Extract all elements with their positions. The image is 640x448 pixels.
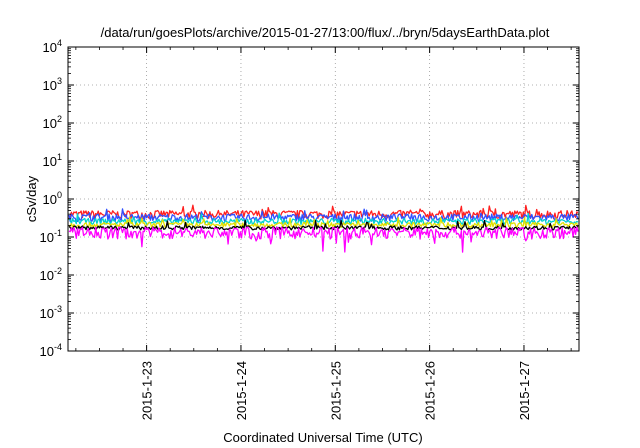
series-line-2 bbox=[68, 212, 579, 226]
y-tick-label: 103 bbox=[43, 76, 62, 93]
x-tick-label: 2015-1-27 bbox=[517, 361, 532, 420]
y-axis-label: cSv/day bbox=[24, 175, 39, 222]
y-tick-label: 104 bbox=[43, 38, 62, 55]
x-tick-label: 2015-1-25 bbox=[328, 361, 343, 420]
y-tick-label: 10-1 bbox=[40, 228, 62, 245]
x-axis: 2015-1-23 2015-1-24 2015-1-25 2015-1-26 2015… bbox=[75, 47, 572, 420]
y-tick-exponent: 4 bbox=[57, 38, 62, 48]
series-line-5 bbox=[68, 226, 579, 253]
y-tick-label: 101 bbox=[43, 152, 62, 169]
y-tick-exponent: -2 bbox=[54, 266, 62, 276]
series-line-3 bbox=[68, 216, 579, 229]
y-tick-exponent: -1 bbox=[54, 228, 62, 238]
y-tick-label: 10-3 bbox=[40, 304, 62, 321]
x-axis-label: Coordinated Universal Time (UTC) bbox=[223, 430, 422, 445]
series-line-1 bbox=[68, 208, 579, 223]
y-tick-label: 102 bbox=[43, 114, 62, 131]
chart-title: /data/run/goesPlots/archive/2015-01-27/1… bbox=[101, 25, 550, 40]
y-tick-base: 10 bbox=[40, 268, 54, 283]
y-tick-label: 10-2 bbox=[40, 266, 62, 283]
y-tick-exponent: 1 bbox=[57, 152, 62, 162]
y-tick-exponent: 3 bbox=[57, 76, 62, 86]
y-tick-base: 10 bbox=[40, 306, 54, 321]
y-tick-base: 10 bbox=[43, 116, 57, 131]
y-tick-base: 10 bbox=[43, 154, 57, 169]
grid-lines bbox=[68, 47, 579, 351]
plot-series bbox=[68, 204, 579, 253]
y-tick-exponent: -4 bbox=[54, 342, 62, 352]
y-tick-base: 10 bbox=[43, 78, 57, 93]
y-tick-label: 10-4 bbox=[40, 342, 62, 359]
series-line-4 bbox=[68, 219, 579, 231]
y-tick-exponent: 2 bbox=[57, 114, 62, 124]
y-tick-base: 10 bbox=[40, 344, 54, 359]
x-tick-label: 2015-1-26 bbox=[423, 361, 438, 420]
y-tick-exponent: -3 bbox=[54, 304, 62, 314]
y-tick-exponent: 0 bbox=[57, 190, 62, 200]
y-tick-label: 100 bbox=[43, 190, 62, 207]
y-tick-base: 10 bbox=[43, 40, 57, 55]
y-tick-base: 10 bbox=[43, 192, 57, 207]
x-tick-label: 2015-1-24 bbox=[234, 361, 249, 420]
x-tick-label: 2015-1-23 bbox=[140, 361, 155, 420]
y-tick-base: 10 bbox=[40, 230, 54, 245]
